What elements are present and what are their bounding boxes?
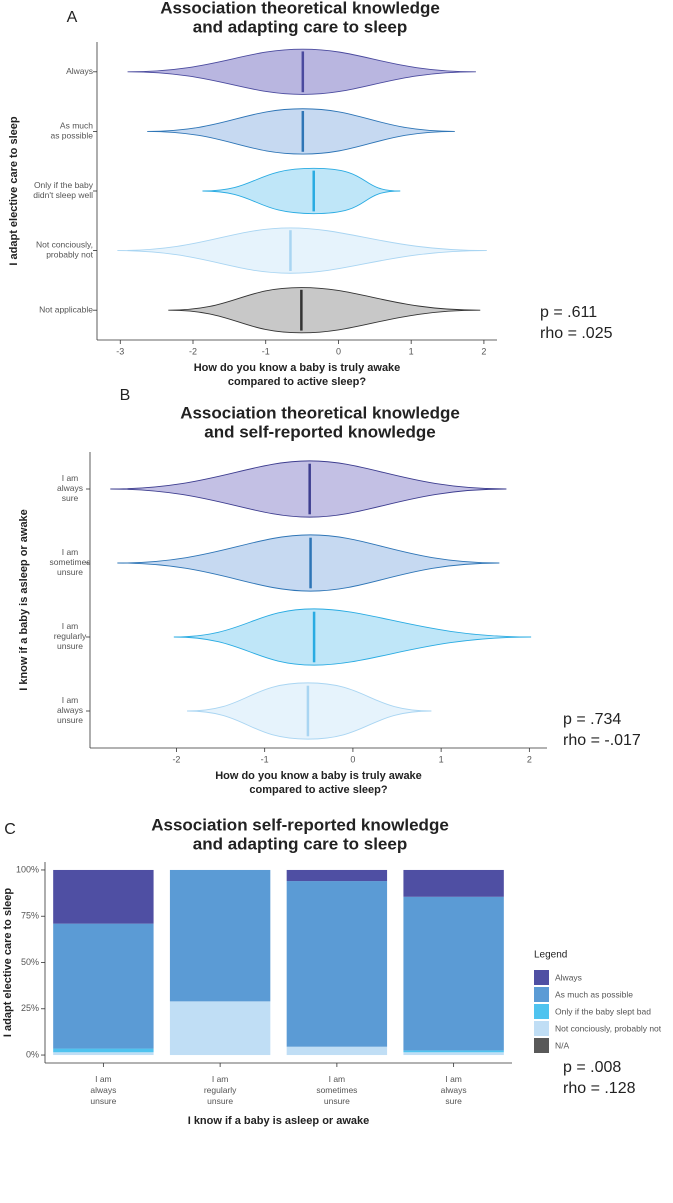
x-tick-label: 1 [409, 346, 414, 356]
legend-swatch [534, 987, 549, 1002]
x-tick-label: 0 [336, 346, 341, 356]
violin [147, 108, 455, 155]
bar-segment [53, 1048, 154, 1053]
chart-title: Association theoretical knowledge and sel… [180, 404, 460, 442]
panel-label: B [120, 387, 131, 404]
bar-segment [53, 1052, 154, 1056]
violin [187, 682, 432, 740]
x-tick-label: -1 [261, 754, 269, 764]
bar-segment [286, 1046, 388, 1056]
bar-segment [169, 869, 271, 1002]
y-tick-label: I am sometimes unsure [49, 547, 90, 577]
y-axis-title: I know if a baby is asleep or awake [18, 509, 30, 691]
x-tick-label: -2 [172, 754, 180, 764]
violin [117, 534, 500, 592]
y-tick-label: I am always unsure [57, 695, 83, 725]
y-tick-label: As much as possible [50, 121, 93, 141]
violin [168, 287, 481, 334]
annotation: p = .734 [563, 711, 621, 728]
bar-segment [286, 869, 388, 882]
x-axis-title: I know if a baby is asleep or awake [188, 1115, 370, 1127]
x-axis-title: How do you know a baby is truly awake com… [215, 770, 422, 796]
x-tick-label: 2 [527, 754, 532, 764]
x-tick-label: I am sometimes unsure [316, 1074, 357, 1106]
y-tick-label: 75% [21, 911, 39, 921]
annotation: rho = .025 [540, 325, 613, 342]
y-axis-title: I adapt elective care to sleep [8, 116, 20, 265]
y-tick-label: Not conciously, probably not [36, 240, 94, 260]
chart-title: Association theoretical knowledge and ada… [160, 0, 440, 37]
y-tick-label: 0% [26, 1049, 39, 1059]
y-tick-label: Not applicable [39, 304, 93, 314]
violin [117, 227, 487, 274]
x-tick-label: 0 [350, 754, 355, 764]
y-tick-label: Always [66, 66, 93, 76]
y-tick-label: 100% [16, 864, 39, 874]
legend-label: Not conciously, probably not [555, 1023, 662, 1033]
bar-segment [286, 881, 388, 1047]
annotation: p = .008 [563, 1059, 621, 1076]
x-tick-label: I am regularly unsure [204, 1074, 237, 1106]
bar-segment [53, 869, 154, 924]
annotation: rho = -.017 [563, 732, 641, 749]
legend-label: Always [555, 972, 582, 982]
y-tick-label: 50% [21, 957, 39, 967]
x-tick-label: I am always unsure [90, 1074, 116, 1106]
y-tick-label: I am always sure [57, 473, 83, 503]
y-tick-label: 25% [21, 1003, 39, 1013]
x-axis-title: How do you know a baby is truly awake com… [194, 362, 401, 388]
legend-title: Legend [534, 950, 567, 961]
y-tick-label: Only if the baby didn't sleep well [33, 180, 93, 200]
panel-label: C [4, 821, 16, 838]
bar-segment [169, 1001, 271, 1056]
annotation: p = .611 [540, 304, 597, 321]
annotation: rho = .128 [563, 1080, 636, 1097]
bar-segment [403, 1052, 504, 1056]
legend-label: N/A [555, 1040, 570, 1050]
legend-swatch [534, 1021, 549, 1036]
x-tick-label: 2 [481, 346, 486, 356]
chart-title: Association self-reported knowledge and a… [151, 816, 449, 854]
legend-swatch [534, 1004, 549, 1019]
bar-segment [403, 869, 504, 897]
x-tick-label: 1 [439, 754, 444, 764]
legend-swatch [534, 1038, 549, 1053]
x-tick-label: -2 [189, 346, 197, 356]
y-axis-title: I adapt elective care to sleep [2, 888, 14, 1037]
x-tick-label: I am always sure [441, 1074, 467, 1106]
legend-label: As much as possible [555, 989, 633, 999]
violin [173, 608, 532, 666]
bar-segment [403, 896, 504, 1051]
bar-segment [53, 923, 154, 1049]
violin [202, 167, 401, 215]
violin [110, 460, 507, 518]
x-tick-label: -1 [262, 346, 270, 356]
legend-swatch [534, 970, 549, 985]
y-tick-label: I am regularly unsure [54, 621, 87, 651]
legend-label: Only if the baby slept bad [555, 1006, 651, 1016]
bar-segment [403, 1050, 504, 1053]
x-tick-label: -3 [116, 346, 124, 356]
panel-label: A [67, 9, 78, 26]
